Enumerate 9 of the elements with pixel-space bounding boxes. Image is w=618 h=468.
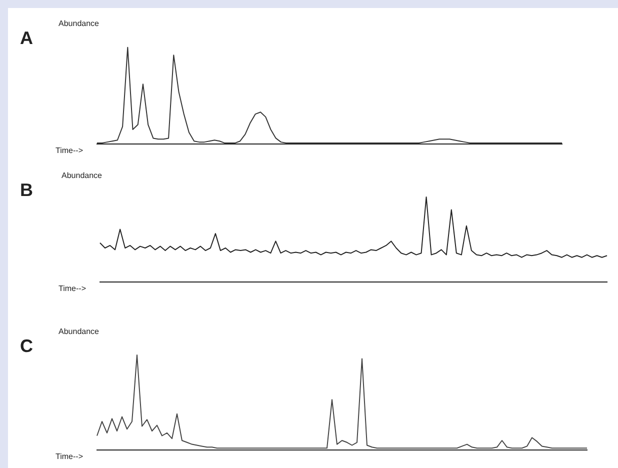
y-axis-title: Abundance	[58, 327, 100, 336]
y-axis-title: Abundance	[58, 19, 100, 28]
x-axis-title: Time-->	[58, 284, 86, 294]
chart-title: A	[20, 28, 33, 48]
y-axis-title: Abundance	[62, 171, 103, 180]
chart-title: C	[20, 336, 33, 356]
chart-title: B	[20, 180, 33, 200]
x-axis-title: Time-->	[56, 452, 84, 462]
x-axis-title: Time-->	[56, 146, 84, 156]
